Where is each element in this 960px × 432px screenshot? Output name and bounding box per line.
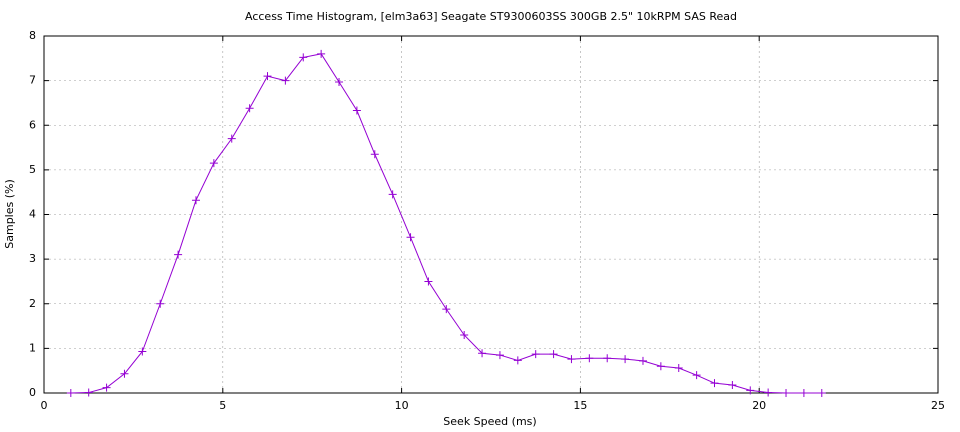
data-point xyxy=(782,389,791,397)
data-point xyxy=(66,389,75,397)
data-point xyxy=(549,350,558,359)
data-point xyxy=(388,190,397,199)
data-point xyxy=(638,356,647,365)
data-point xyxy=(84,388,93,397)
y-axis-label: Samples (%) xyxy=(3,179,16,249)
data-point xyxy=(567,355,576,364)
x-tick-label: 25 xyxy=(931,399,945,412)
x-axis-label: Seek Speed (ms) xyxy=(443,415,536,428)
x-tick-label: 5 xyxy=(219,399,226,412)
data-point xyxy=(156,299,165,308)
data-point xyxy=(692,371,701,380)
data-point xyxy=(603,354,612,363)
data-point xyxy=(209,159,218,168)
data-point xyxy=(263,72,272,81)
data-point xyxy=(102,383,111,392)
data-point xyxy=(227,134,236,143)
data-point xyxy=(317,49,326,58)
y-tick-label: 4 xyxy=(29,208,36,221)
x-tick-label: 20 xyxy=(752,399,766,412)
data-point xyxy=(424,277,433,286)
data-point xyxy=(817,389,826,397)
data-point xyxy=(281,76,290,85)
data-point xyxy=(352,106,361,115)
data-point xyxy=(621,355,630,364)
y-tick-label: 6 xyxy=(29,118,36,131)
data-point xyxy=(174,250,183,259)
data-point xyxy=(764,388,773,397)
plot-frame xyxy=(43,35,939,394)
data-point xyxy=(799,389,808,397)
data-point xyxy=(674,364,683,373)
y-tick-label: 7 xyxy=(29,74,36,87)
y-tick-label: 1 xyxy=(29,341,36,354)
data-point xyxy=(531,350,540,359)
data-point xyxy=(120,369,129,378)
data-point xyxy=(370,150,379,159)
chart-title: Access Time Histogram, [elm3a63] Seagate… xyxy=(245,10,737,23)
data-point xyxy=(513,356,522,365)
y-tick-label: 8 xyxy=(29,29,36,42)
data-point xyxy=(138,347,147,356)
data-point xyxy=(299,53,308,62)
data-point xyxy=(656,362,665,371)
data-point xyxy=(478,349,487,358)
data-point xyxy=(728,380,737,389)
data-line xyxy=(70,53,822,394)
data-point xyxy=(746,386,755,395)
y-tick-label: 5 xyxy=(29,163,36,176)
x-tick-label: 0 xyxy=(41,399,48,412)
x-tick-label: 15 xyxy=(573,399,587,412)
data-point xyxy=(191,196,200,205)
data-point xyxy=(335,77,344,86)
y-tick-label: 2 xyxy=(29,297,36,310)
data-point xyxy=(710,379,719,388)
y-tick-label: 0 xyxy=(29,386,36,399)
data-point xyxy=(245,104,254,113)
data-point xyxy=(406,233,415,242)
x-tick-label: 10 xyxy=(395,399,409,412)
data-point xyxy=(442,305,451,314)
data-point xyxy=(585,354,594,363)
data-point xyxy=(495,351,504,360)
y-tick-label: 3 xyxy=(29,252,36,265)
data-point xyxy=(460,330,469,339)
